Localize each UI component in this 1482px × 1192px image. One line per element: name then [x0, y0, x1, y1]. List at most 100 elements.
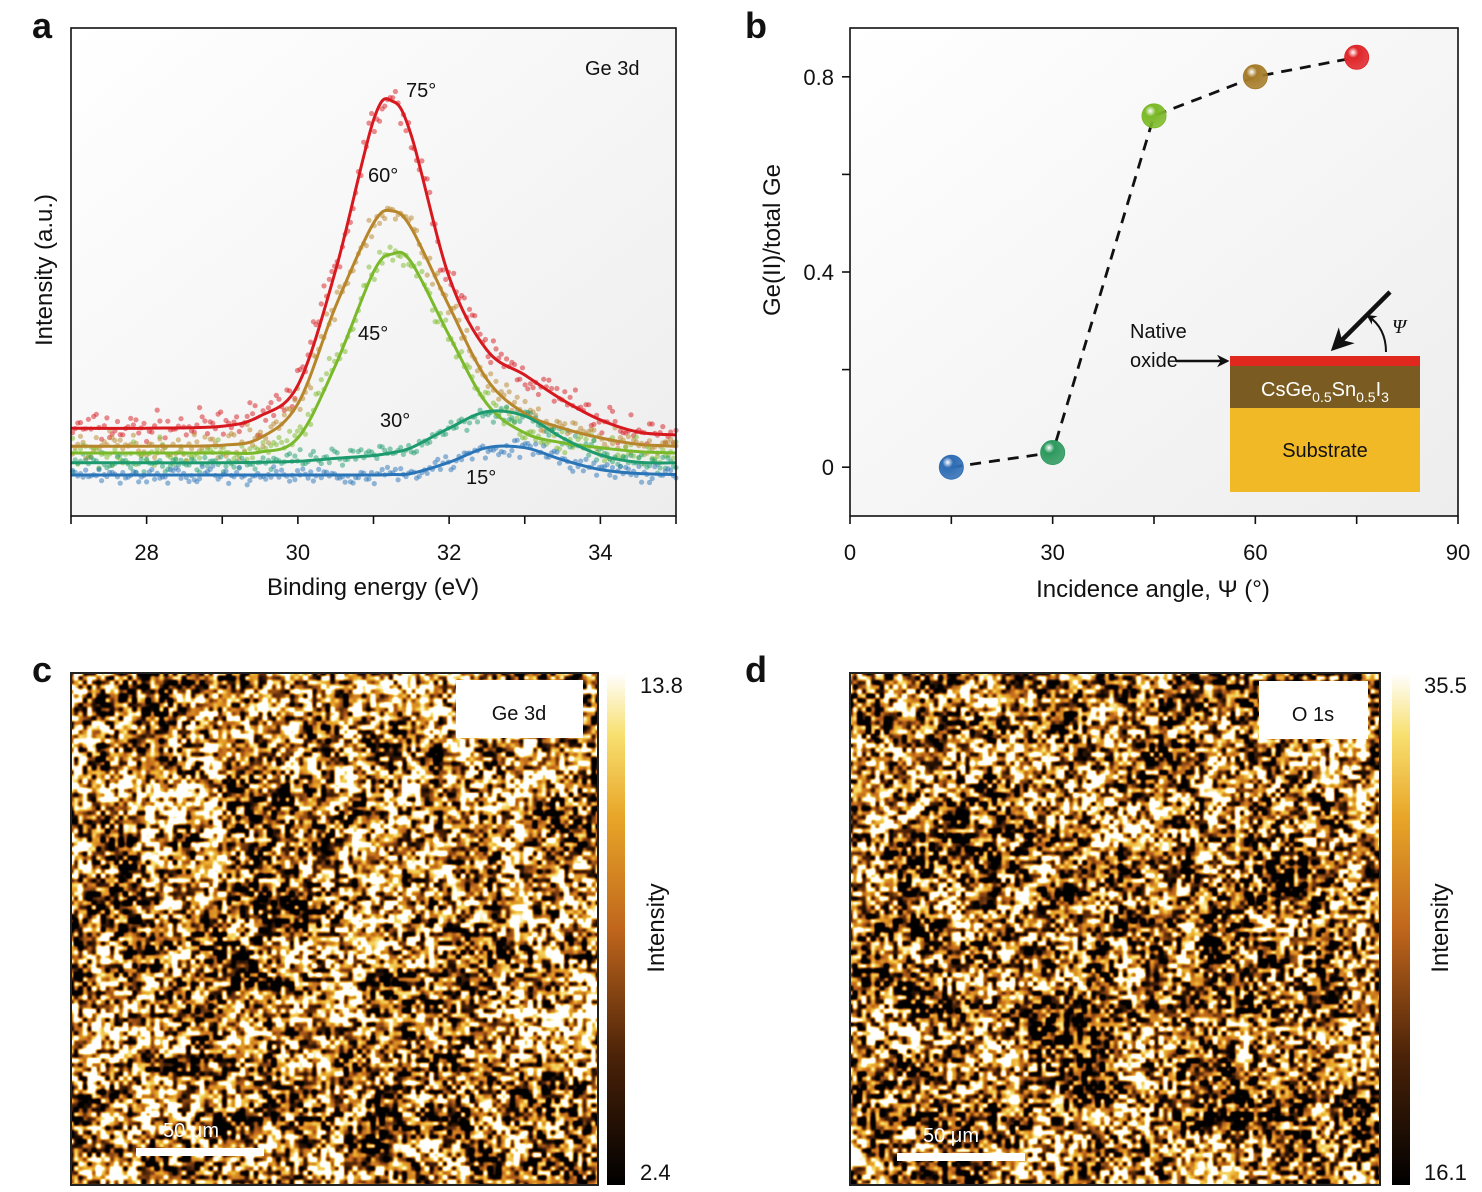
data-point — [236, 464, 242, 471]
colorbar-label-c: Intensity — [643, 883, 670, 972]
data-point — [294, 468, 301, 474]
data-point — [149, 466, 155, 473]
map-label-box-c — [456, 680, 583, 738]
data-point — [231, 464, 237, 470]
data-point — [273, 442, 279, 448]
data-point — [496, 396, 502, 402]
layer-schematic-inset: Substrate CsGe0.5Sn0.5I3 Native oxide Ψ — [1130, 290, 1420, 492]
data-point — [199, 464, 205, 470]
data-point — [572, 433, 579, 439]
data-point — [152, 454, 158, 460]
panel-b-chart: 0 30 60 90 0 0.4 0.8 Substrate CsGe0.5Sn0.5I3 … — [759, 27, 1470, 603]
data-point — [660, 424, 666, 430]
angle-arc-icon — [1366, 314, 1387, 353]
data-point — [300, 466, 306, 472]
data-point — [297, 447, 303, 453]
data-point — [474, 325, 481, 331]
data-point — [226, 480, 232, 486]
data-point — [443, 454, 449, 460]
data-point — [223, 463, 229, 469]
data-point — [93, 411, 99, 417]
data-point — [321, 283, 327, 289]
data-point — [628, 412, 634, 418]
data-point — [294, 428, 301, 434]
data-point — [236, 428, 242, 435]
data-point — [287, 388, 293, 394]
data-point — [601, 441, 608, 447]
data-point — [96, 467, 102, 473]
data-point — [183, 432, 189, 438]
native-oxide-label-line1: Native — [1130, 321, 1187, 343]
data-point — [292, 453, 298, 459]
data-point — [607, 404, 613, 410]
data-point — [167, 463, 173, 469]
data-point — [522, 435, 528, 441]
data-point — [114, 418, 121, 425]
data-point — [197, 405, 203, 411]
data-point — [591, 460, 597, 466]
data-point — [308, 469, 314, 475]
data-point — [429, 281, 436, 287]
data-point — [424, 272, 430, 278]
data-point — [271, 412, 277, 419]
data-point — [530, 451, 536, 457]
native-oxide-layer — [1230, 356, 1420, 366]
series-label-15: 15° — [466, 467, 496, 489]
colorbar-c — [607, 673, 625, 1185]
data-point — [488, 359, 494, 366]
data-point — [83, 467, 89, 473]
data-point — [506, 389, 512, 395]
data-point — [273, 468, 279, 474]
data-point — [649, 475, 655, 482]
map-label-box-d — [1259, 681, 1368, 739]
data-point — [416, 473, 422, 479]
series-label-30: 30° — [380, 410, 410, 432]
data-point — [130, 432, 136, 438]
data-point — [580, 468, 587, 474]
data-point — [472, 313, 478, 319]
colorbar-min-d: 16.1 — [1424, 1160, 1467, 1185]
data-point — [260, 408, 266, 414]
data-point — [623, 454, 629, 460]
data-point — [194, 439, 200, 445]
data-point — [334, 450, 340, 456]
data-point — [451, 270, 457, 276]
data-point — [136, 479, 142, 485]
colorbar-max-c: 13.8 — [640, 673, 683, 698]
data-point — [482, 455, 488, 461]
data-point — [202, 434, 208, 440]
data-point-75 — [1344, 44, 1370, 70]
data-point — [175, 437, 181, 443]
data-point-45 — [1141, 103, 1167, 129]
data-point — [556, 419, 563, 426]
data-point — [551, 398, 557, 404]
data-point — [525, 386, 531, 392]
native-oxide-label-line2: oxide — [1130, 350, 1178, 372]
data-point — [556, 460, 563, 466]
data-point — [424, 470, 430, 476]
data-point — [260, 440, 266, 446]
data-point — [403, 128, 409, 134]
data-point — [149, 429, 155, 435]
data-point — [371, 128, 377, 135]
data-point — [136, 430, 142, 436]
data-point — [318, 377, 324, 383]
data-point — [197, 455, 203, 461]
panel-c-map: Ge 3d 50 μm 13.8 2.4 Intensity — [70, 672, 683, 1186]
data-point — [490, 419, 496, 425]
data-point — [337, 284, 343, 290]
data-point — [506, 452, 512, 458]
spectrum-annotation: Ge 3d — [585, 58, 639, 80]
data-point — [350, 448, 356, 454]
data-point — [466, 364, 473, 370]
data-point — [639, 479, 645, 485]
data-point — [202, 455, 208, 461]
map-frame-c — [70, 672, 599, 1186]
data-point — [448, 419, 454, 425]
data-point — [99, 478, 105, 484]
data-point — [443, 317, 449, 323]
data-point — [85, 416, 91, 422]
data-point — [276, 396, 282, 402]
data-point — [157, 418, 163, 424]
data-point — [154, 407, 160, 413]
